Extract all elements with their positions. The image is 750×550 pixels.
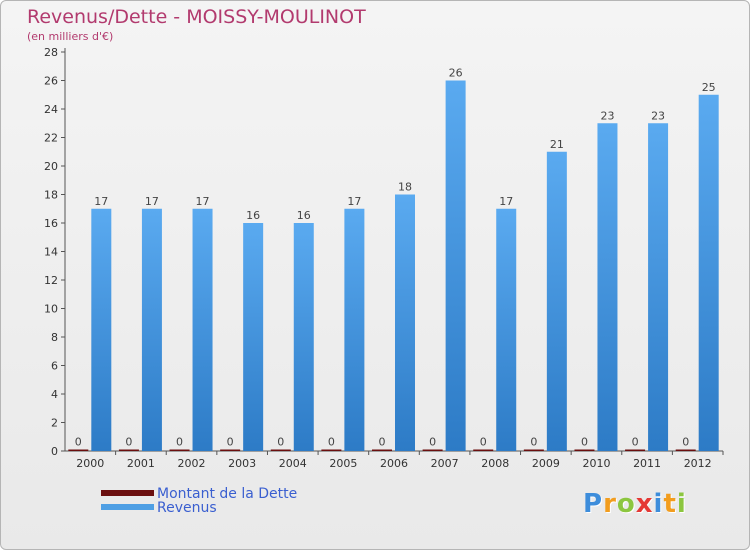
y-tick-label: 20 [44,160,58,173]
data-label-revenus: 16 [297,209,311,222]
x-tick-label: 2000 [76,457,104,470]
bar-dette [68,449,89,451]
x-tick-label: 2005 [329,457,357,470]
y-tick-label: 24 [44,103,58,116]
bar-revenus [546,151,567,451]
y-tick-label: 16 [44,217,58,230]
data-label-dette: 0 [632,436,639,449]
data-label-dette: 0 [581,436,588,449]
data-label-dette: 0 [125,436,132,449]
bar-dette [574,449,595,451]
y-tick-label: 10 [44,303,58,316]
data-label-dette: 0 [682,436,689,449]
bar-revenus [141,208,162,451]
bar-dette [422,449,443,451]
data-label-dette: 0 [277,436,284,449]
x-tick-label: 2011 [633,457,661,470]
data-label-revenus: 23 [600,109,614,122]
bar-revenus [91,208,112,451]
bar-dette [675,449,696,451]
y-tick-label: 12 [44,274,58,287]
x-tick-label: 2001 [127,457,155,470]
legend-label-revenus: Revenus [157,500,217,516]
y-tick-label: 6 [51,360,58,373]
legend-swatch-dette [101,490,154,496]
bar-revenus [243,223,264,451]
logo-letter: t [663,489,677,519]
y-tick-label: 28 [44,46,58,59]
data-label-dette: 0 [480,436,487,449]
logo-letter: o [616,489,636,519]
x-tick-label: 2006 [380,457,408,470]
x-tick-label: 2002 [178,457,206,470]
bar-dette [118,449,139,451]
bar-dette [625,449,646,451]
logo-letter: P [583,489,604,519]
chart-title: Revenus/Dette - MOISSY-MOULINOT [27,6,366,28]
bar-dette [523,449,544,451]
x-tick-label: 2012 [684,457,712,470]
y-tick-label: 14 [44,246,58,259]
data-label-revenus: 17 [347,195,361,208]
y-tick-label: 0 [51,445,58,458]
bar-revenus [344,208,365,451]
legend-swatch-revenus [101,504,154,510]
x-tick-label: 2009 [532,457,560,470]
data-label-revenus: 23 [651,109,665,122]
data-label-revenus: 18 [398,181,412,194]
bar-revenus [496,208,517,451]
bar-revenus [445,80,466,451]
x-tick-label: 2008 [481,457,509,470]
data-label-revenus: 17 [94,195,108,208]
bar-revenus [648,123,669,451]
logo-letter: x [635,489,654,519]
data-label-revenus: 26 [449,67,463,80]
bar-dette [220,449,241,451]
data-label-revenus: 25 [702,81,716,94]
bar-dette [473,449,494,451]
bar-revenus [293,223,314,451]
y-tick-label: 26 [44,75,58,88]
y-tick-label: 18 [44,189,58,202]
logo-letter: r [603,489,617,519]
bar-dette [169,449,190,451]
data-label-revenus: 21 [550,138,564,151]
bar-revenus [192,208,213,451]
data-label-dette: 0 [530,436,537,449]
data-label-dette: 0 [379,436,386,449]
bar-revenus [395,194,415,451]
logo-letter: i [653,489,664,519]
data-label-revenus: 17 [499,195,513,208]
x-tick-label: 2007 [431,457,459,470]
data-label-dette: 0 [75,436,82,449]
x-tick-label: 2003 [228,457,256,470]
y-tick-label: 8 [51,331,58,344]
bar-revenus [597,123,618,451]
data-label-dette: 0 [429,436,436,449]
legend-label-dette: Montant de la Dette [157,486,298,502]
logo-letter: i [676,489,687,519]
x-tick-label: 2010 [582,457,610,470]
y-tick-label: 4 [51,388,58,401]
chart-subtitle: (en milliers d'€) [27,30,114,43]
data-label-dette: 0 [328,436,335,449]
y-tick-label: 22 [44,132,58,145]
data-label-dette: 0 [227,436,234,449]
data-label-revenus: 17 [196,195,210,208]
bar-revenus [698,94,719,451]
bar-dette [270,449,291,451]
data-label-revenus: 17 [145,195,159,208]
x-tick-label: 2004 [279,457,307,470]
y-tick-label: 2 [51,417,58,430]
bar-dette [372,449,392,451]
data-label-dette: 0 [176,436,183,449]
data-label-revenus: 16 [246,209,260,222]
proxiti-logo: Proxiti [583,489,687,519]
bar-dette [321,449,342,451]
